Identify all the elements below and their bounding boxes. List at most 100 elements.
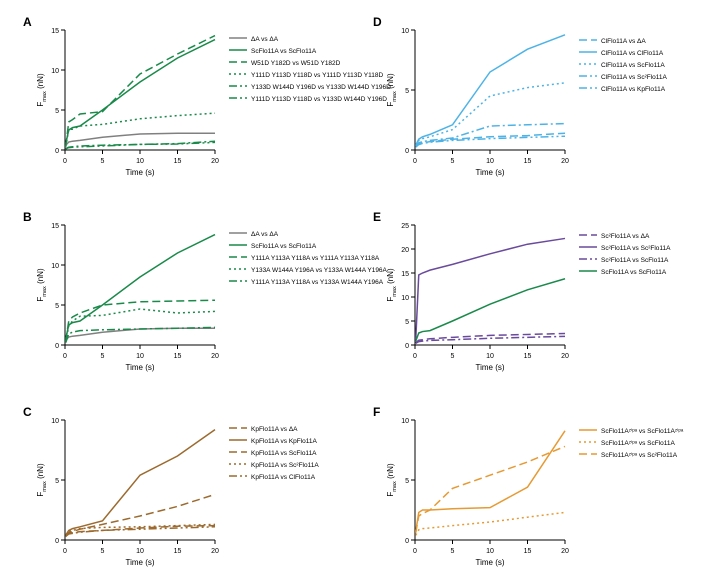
series-line xyxy=(66,309,215,342)
legend-label: Y133D W144D Y196D vs Y133D W144D Y196D xyxy=(251,84,391,91)
legend-label: KpFlo11A vs Sc²Flo11A xyxy=(251,462,319,469)
y-axis-label: Fmax (nN) xyxy=(387,73,398,107)
series-line xyxy=(416,136,565,147)
legend-label: ScFlo11Aᶻⁱᵖᵃ vs Sc²Flo11A xyxy=(601,451,678,459)
y-tick-label: 5 xyxy=(405,319,409,326)
legend-label: Y111A Y113A Y118A vs Y111A Y113A Y118A xyxy=(251,255,380,262)
x-tick-label: 5 xyxy=(101,548,105,555)
y-tick-label: 0 xyxy=(405,538,409,545)
y-tick-label: 0 xyxy=(55,343,59,350)
series-line xyxy=(416,124,565,147)
legend-label: ΔA vs ΔA xyxy=(251,36,279,43)
x-tick-label: 5 xyxy=(451,548,455,555)
panel-label-D: D xyxy=(373,15,382,29)
x-tick-label: 0 xyxy=(413,548,417,555)
y-axis-label: Fmax (nN) xyxy=(387,268,398,302)
panel-label-C: C xyxy=(23,405,32,419)
series-line xyxy=(66,36,215,146)
chart-F: 051015200510Time (s)Fmax (nN)ScFlo11Aᶻⁱᵖ… xyxy=(387,414,726,568)
legend-label: KpFlo11A vs ΔA xyxy=(251,426,298,433)
x-axis-label: Time (s) xyxy=(125,168,154,177)
legend-label: Sc²Flo11A vs ScFlo11A xyxy=(601,257,669,264)
x-axis-label: Time (s) xyxy=(125,558,154,567)
panel-label-A: A xyxy=(23,15,32,29)
y-tick-label: 5 xyxy=(55,108,59,115)
legend-label: ClFlo11A vs KpFlo11A xyxy=(601,86,666,93)
y-tick-label: 15 xyxy=(51,223,59,230)
panel-A: 05101520051015Time (s)Fmax (nN)ΔA vs ΔAS… xyxy=(37,24,411,178)
series-line xyxy=(66,235,215,339)
series-line xyxy=(416,279,565,341)
series-line xyxy=(416,446,565,532)
y-tick-label: 10 xyxy=(401,418,409,425)
legend: KpFlo11A vs ΔA KpFlo11A vs KpFlo11A KpFlo1… xyxy=(229,426,319,481)
y-tick-label: 10 xyxy=(51,68,59,75)
legend-label: ScFlo11A vs ScFlo11A xyxy=(251,48,317,55)
y-tick-label: 10 xyxy=(51,418,59,425)
y-tick-label: 10 xyxy=(401,28,409,35)
legend: ΔA vs ΔA ScFlo11A vs ScFlo11A W51D Y182D v… xyxy=(229,36,391,103)
x-tick-label: 20 xyxy=(211,353,219,360)
x-tick-label: 0 xyxy=(63,158,67,165)
x-tick-label: 20 xyxy=(211,158,219,165)
chart-E: 051015200510152025Time (s)Fmax (nN)Sc²Fl… xyxy=(387,219,726,373)
chart-D: 051015200510Time (s)Fmax (nN)ClFlo11A vs… xyxy=(387,24,726,178)
x-tick-label: 0 xyxy=(63,548,67,555)
x-tick-label: 20 xyxy=(561,353,569,360)
legend-label: W51D Y182D vs W51D Y182D xyxy=(251,60,341,67)
y-axis-label: Fmax (nN) xyxy=(37,268,48,302)
legend-label: Y111D Y113D Y118D vs Y133D W144D Y196D xyxy=(251,96,387,103)
y-tick-label: 15 xyxy=(51,28,59,35)
y-tick-label: 0 xyxy=(405,343,409,350)
y-tick-label: 0 xyxy=(55,538,59,545)
x-tick-label: 15 xyxy=(174,548,182,555)
panel-label-E: E xyxy=(373,210,381,224)
y-tick-label: 5 xyxy=(55,303,59,310)
legend-label: KpFlo11A vs ClFlo11A xyxy=(251,474,316,481)
legend-label: Y111D Y113D Y118D vs Y111D Y113D Y118D xyxy=(251,72,383,79)
series-line xyxy=(66,494,215,536)
y-tick-label: 20 xyxy=(401,247,409,254)
legend-label: Sc²Flo11A vs Sc²Flo11A xyxy=(601,245,671,252)
x-axis-label: Time (s) xyxy=(475,363,504,372)
panel-D: 051015200510Time (s)Fmax (nN)ClFlo11A vs… xyxy=(387,24,726,178)
x-tick-label: 10 xyxy=(486,353,494,360)
x-tick-label: 0 xyxy=(413,353,417,360)
panel-F: 051015200510Time (s)Fmax (nN)ScFlo11Aᶻⁱᵖ… xyxy=(387,414,726,568)
legend-label: ScFlo11A vs ScFlo11A xyxy=(601,269,667,276)
panel-B: 05101520051015Time (s)Fmax (nN)ΔA vs ΔAS… xyxy=(37,219,411,373)
x-tick-label: 10 xyxy=(136,548,144,555)
x-tick-label: 20 xyxy=(211,548,219,555)
x-tick-label: 15 xyxy=(524,158,532,165)
x-tick-label: 5 xyxy=(451,353,455,360)
legend-label: KpFlo11A vs KpFlo11A xyxy=(251,438,318,445)
axes xyxy=(65,225,215,345)
y-tick-label: 25 xyxy=(401,223,409,230)
axes xyxy=(415,420,565,540)
legend-label: ClFlo11A vs ScFlo11A xyxy=(601,62,665,69)
y-tick-label: 0 xyxy=(405,148,409,155)
y-tick-label: 5 xyxy=(405,88,409,95)
x-tick-label: 10 xyxy=(486,548,494,555)
series-line xyxy=(416,35,565,145)
legend-label: Y133A W144A Y196A vs Y133A W144A Y196A xyxy=(251,267,388,274)
figure-root: A05101520051015Time (s)Fmax (nN)ΔA vs ΔA… xyxy=(0,0,726,585)
y-tick-label: 10 xyxy=(401,295,409,302)
legend-label: ClFlo11A vs Sc²Flo11A xyxy=(601,74,668,81)
panel-E: 051015200510152025Time (s)Fmax (nN)Sc²Fl… xyxy=(387,219,726,373)
panel-label-F: F xyxy=(373,405,380,419)
chart-B: 05101520051015Time (s)Fmax (nN)ΔA vs ΔAS… xyxy=(37,219,411,373)
y-tick-label: 0 xyxy=(55,148,59,155)
y-axis-label: Fmax (nN) xyxy=(37,463,48,497)
x-tick-label: 10 xyxy=(486,158,494,165)
panel-label-B: B xyxy=(23,210,32,224)
legend-label: ScFlo11Aᶻⁱᵖᵃ vs ScFlo11A xyxy=(601,439,676,447)
y-tick-label: 10 xyxy=(51,263,59,270)
series-line xyxy=(416,336,565,343)
y-tick-label: 5 xyxy=(405,478,409,485)
chart-C: 0 5 10 15 20 0 5 10 Time (s) Fmax (nN) KpFlo11A vs… xyxy=(37,414,411,568)
legend-label: ClFlo11A vs ClFlo11A xyxy=(601,50,664,57)
axes xyxy=(65,30,215,150)
series-line xyxy=(416,512,565,535)
panel-C: 0 5 10 15 20 0 5 10 Time (s) Fmax (nN) KpFlo11A vs… xyxy=(37,414,411,568)
